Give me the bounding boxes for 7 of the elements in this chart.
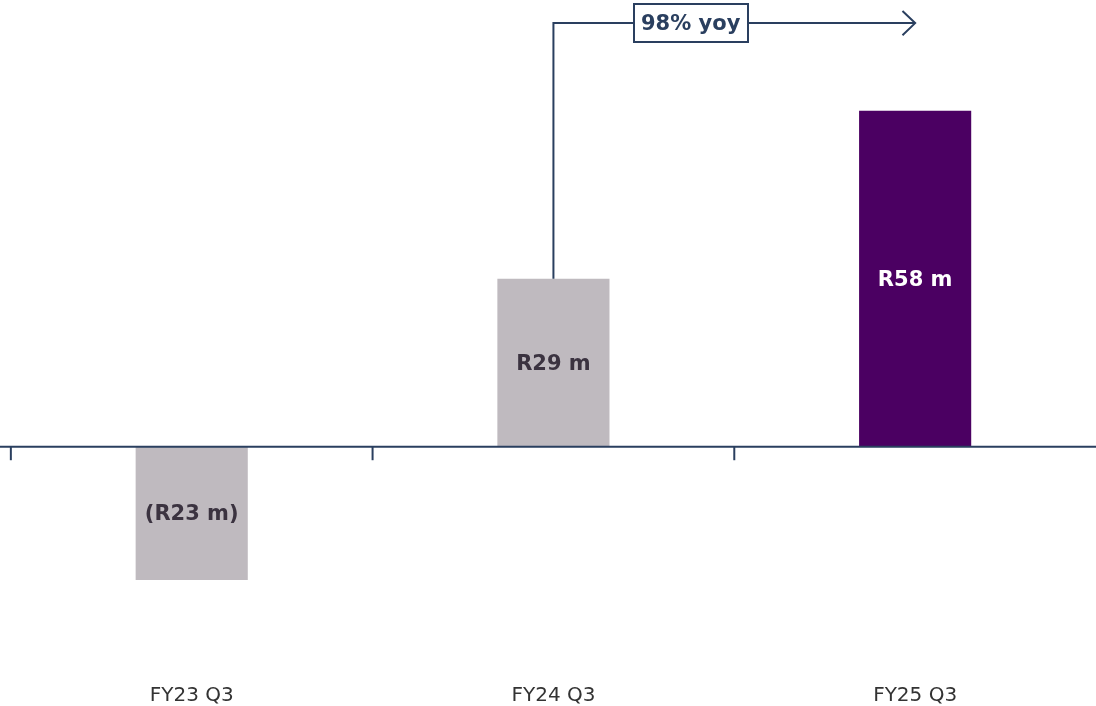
x-tick-label: FY25 Q3 — [873, 682, 958, 706]
x-tick-label: FY23 Q3 — [149, 682, 234, 706]
x-tick-label: FY24 Q3 — [511, 682, 596, 706]
text: 98% yoy — [641, 11, 741, 35]
data-label: (R23 m) — [144, 501, 239, 526]
data-label: R29 m — [516, 350, 591, 375]
data-label: R58 m — [877, 266, 953, 291]
